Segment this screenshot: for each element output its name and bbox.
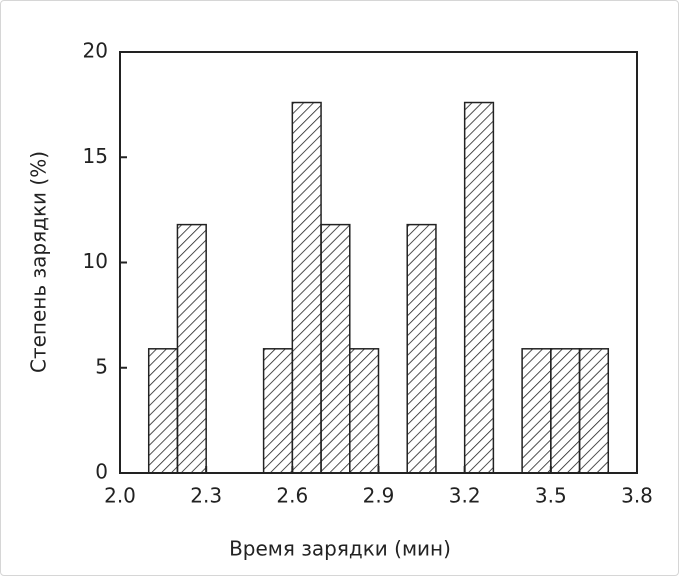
bar — [463, 101, 495, 474]
bar — [521, 348, 552, 474]
y-tick-label: 20 — [83, 39, 108, 63]
x-tick-label: 2.0 — [104, 484, 136, 508]
bar — [550, 348, 581, 474]
y-axis-title: Степень зарядки (%) — [27, 151, 51, 373]
bar — [578, 348, 610, 474]
y-tick-label: 0 — [95, 460, 108, 484]
y-tick-label: 10 — [83, 249, 108, 273]
bar — [147, 348, 179, 474]
bar — [406, 223, 437, 474]
x-axis-title: Время зарядки (мин) — [229, 537, 451, 561]
x-tick-label: 2.6 — [276, 484, 308, 508]
x-tick-label: 2.3 — [190, 484, 222, 508]
y-tick-label: 15 — [83, 144, 108, 168]
bar — [262, 348, 294, 474]
bar — [320, 223, 351, 474]
bar — [176, 223, 207, 474]
bar — [291, 101, 322, 474]
x-tick-label: 3.8 — [621, 484, 653, 508]
x-tick-label: 3.5 — [535, 484, 567, 508]
x-tick-label: 3.2 — [449, 484, 481, 508]
x-tick-label: 2.9 — [363, 484, 395, 508]
bar — [349, 348, 380, 474]
y-tick-label: 5 — [95, 354, 108, 378]
